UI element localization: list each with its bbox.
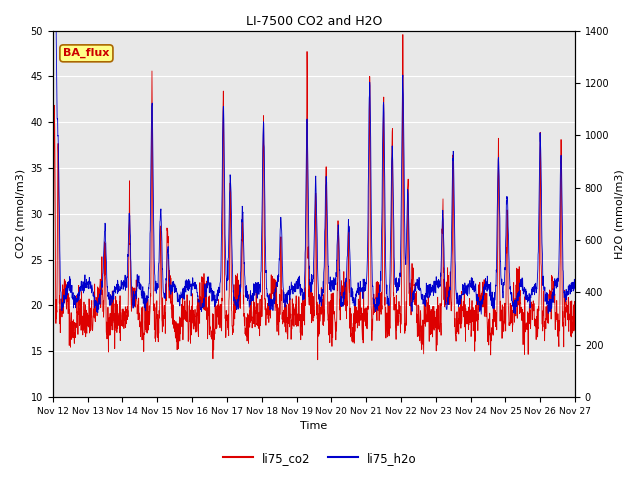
Title: LI-7500 CO2 and H2O: LI-7500 CO2 and H2O <box>246 15 382 28</box>
Text: BA_flux: BA_flux <box>63 48 109 59</box>
Y-axis label: H2O (mmol/m3): H2O (mmol/m3) <box>615 169 625 259</box>
Y-axis label: CO2 (mmol/m3): CO2 (mmol/m3) <box>15 169 25 258</box>
X-axis label: Time: Time <box>300 421 328 432</box>
Legend: li75_co2, li75_h2o: li75_co2, li75_h2o <box>218 447 422 469</box>
